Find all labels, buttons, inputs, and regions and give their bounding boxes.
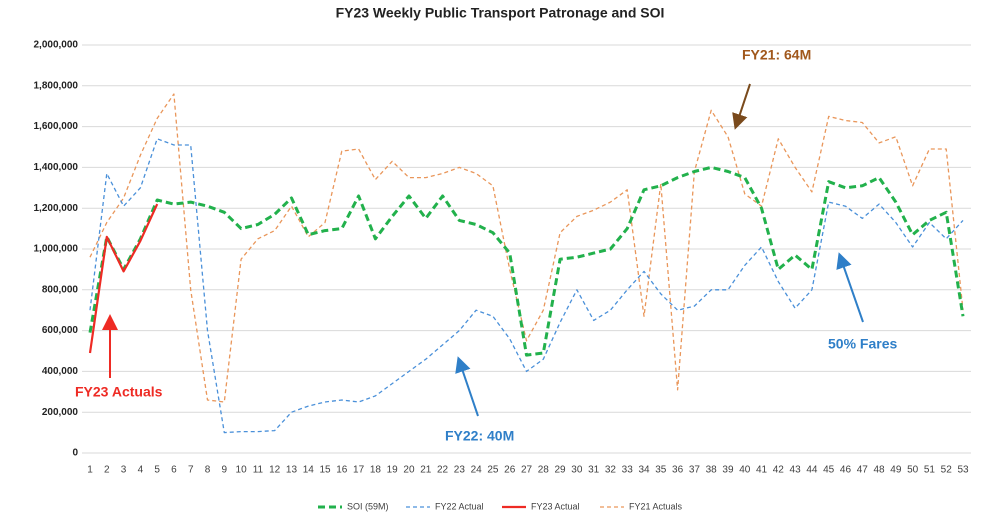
annotation: FY23 Actuals [75, 384, 163, 400]
x-tick-label: 8 [205, 465, 211, 476]
x-tick-label: 47 [857, 465, 869, 476]
x-tick-label: 12 [269, 465, 281, 476]
x-tick-label: 33 [622, 465, 634, 476]
x-tick-label: 35 [655, 465, 667, 476]
y-tick-label: 1,800,000 [34, 80, 79, 91]
x-tick-label: 4 [138, 465, 144, 476]
x-tick-label: 38 [706, 465, 718, 476]
x-tick-label: 25 [487, 465, 499, 476]
x-tick-label: 52 [941, 465, 953, 476]
x-tick-label: 29 [555, 465, 567, 476]
x-tick-label: 7 [188, 465, 194, 476]
x-tick-label: 6 [171, 465, 177, 476]
grid: 0 200,000 400,000 600,000 800,000 1,000,000 1,… [34, 40, 971, 476]
legend-label: FY22 Actual [435, 501, 484, 511]
x-tick-label: 1 [87, 465, 93, 476]
y-tick-label: 1,000,000 [34, 244, 79, 255]
arrows [102, 83, 864, 417]
lines [88, 93, 965, 434]
y-tick-label: 1,600,000 [34, 121, 79, 132]
x-tick-label: 11 [253, 465, 264, 476]
x-tick-label: 53 [957, 465, 969, 476]
x-tick-label: 31 [588, 465, 600, 476]
x-tick-label: 23 [454, 465, 466, 476]
x-tick-label: 17 [353, 465, 365, 476]
x-tick-label: 19 [387, 465, 399, 476]
x-tick-label: 45 [823, 465, 835, 476]
x-tick-label: 22 [437, 465, 449, 476]
series-line [88, 203, 159, 354]
x-tick-label: 48 [873, 465, 885, 476]
x-tick-label: 27 [521, 465, 533, 476]
legend-label: FY23 Actual [531, 501, 580, 511]
arrow [836, 252, 864, 323]
annotation: FY21: 64M [742, 47, 811, 63]
annotations: FY21: 64M FY23 Actuals FY22: 40M 50% Fares [75, 47, 897, 444]
x-tick-label: 43 [790, 465, 802, 476]
annotation: FY22: 40M [445, 428, 514, 444]
x-tick-label: 51 [924, 465, 936, 476]
y-tick-label: 600,000 [42, 325, 79, 336]
x-tick-label: 49 [890, 465, 902, 476]
x-tick-label: 10 [236, 465, 248, 476]
x-tick-label: 16 [336, 465, 348, 476]
y-tick-label: 800,000 [42, 284, 79, 295]
x-tick-label: 13 [286, 465, 298, 476]
legend-label: SOI (59M) [347, 501, 389, 511]
x-tick-label: 37 [689, 465, 701, 476]
y-tick-label: 1,200,000 [34, 203, 79, 214]
x-tick-label: 32 [605, 465, 617, 476]
y-tick-label: 1,400,000 [34, 162, 79, 173]
y-tick-label: 2,000,000 [34, 40, 79, 51]
x-tick-label: 44 [806, 465, 818, 476]
series-line [88, 165, 965, 357]
chart-title: FY23 Weekly Public Transport Patronage a… [336, 5, 665, 21]
arrow [455, 356, 479, 417]
x-tick-label: 14 [303, 465, 315, 476]
x-tick-label: 2 [104, 465, 110, 476]
series-line [89, 138, 964, 434]
y-tick-label: 200,000 [42, 407, 79, 418]
x-tick-label: 15 [319, 465, 331, 476]
x-tick-label: 41 [756, 465, 768, 476]
x-tick-label: 26 [504, 465, 516, 476]
x-tick-label: 42 [773, 465, 785, 476]
x-tick-label: 30 [571, 465, 583, 476]
series-line [89, 93, 964, 403]
x-tick-label: 40 [739, 465, 751, 476]
annotation: 50% Fares [828, 336, 897, 352]
x-tick-label: 9 [222, 465, 228, 476]
legend: SOI (59M) FY22 Actual FY23 Actual FY21 Actu… [318, 501, 683, 511]
x-tick-label: 34 [638, 465, 650, 476]
x-tick-label: 24 [471, 465, 483, 476]
y-tick-label: 400,000 [42, 366, 79, 377]
x-tick-label: 5 [154, 465, 160, 476]
x-tick-label: 20 [403, 465, 415, 476]
x-tick-label: 18 [370, 465, 382, 476]
arrow [732, 83, 751, 130]
x-tick-label: 50 [907, 465, 919, 476]
x-tick-label: 28 [538, 465, 550, 476]
y-tick-label: 0 [72, 448, 78, 459]
x-tick-label: 21 [420, 465, 432, 476]
x-tick-label: 39 [722, 465, 734, 476]
x-tick-label: 36 [672, 465, 684, 476]
legend-label: FY21 Actuals [629, 501, 683, 511]
x-tick-label: 3 [121, 465, 127, 476]
x-tick-label: 46 [840, 465, 852, 476]
